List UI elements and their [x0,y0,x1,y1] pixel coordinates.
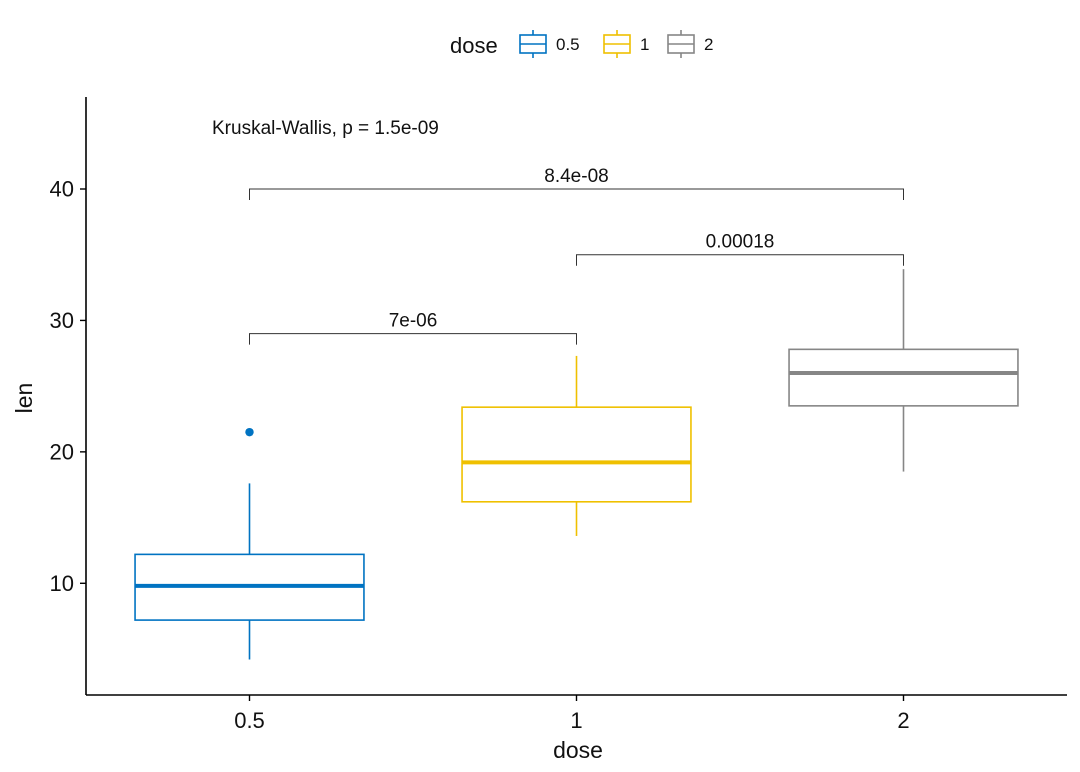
legend-label: 0.5 [556,35,580,54]
y-tick-label: 20 [50,439,74,464]
kruskal-wallis-annotation: Kruskal-Wallis, p = 1.5e-09 [212,118,439,139]
x-axis-title: dose [553,737,603,763]
y-tick-label: 10 [50,571,74,596]
legend-key-1: 1 [603,30,649,58]
bracket-line [249,188,904,200]
box-group-dose-1 [461,355,692,536]
legend-label: 2 [704,35,713,54]
x-tick-label: 0.5 [234,708,265,733]
comparison-p-value: 7e-06 [389,311,438,332]
comparison-bracket: 7e-06 [249,311,577,345]
y-axis-title: len [11,383,37,414]
bracket-line [576,254,904,266]
x-tick-label: 1 [570,708,582,733]
box-group-dose-0-5 [134,427,365,660]
y-tick-label: 30 [50,308,74,333]
comparison-bracket: 8.4e-08 [249,166,904,200]
comparison-p-value: 0.00018 [706,232,775,253]
box-iqr [788,348,1019,407]
comparison-p-value: 8.4e-08 [544,166,608,187]
outlier-point [245,427,254,437]
legend-key-0-5: 0.5 [519,30,580,58]
y-tick-label: 40 [50,177,74,202]
legend-label: 1 [640,35,649,54]
legend-key-2: 2 [667,30,713,58]
box-group-dose-2 [788,269,1019,472]
x-tick-label: 2 [897,708,909,733]
legend-title: dose [450,33,498,58]
legend: dose 0.5 1 2 [450,30,713,58]
bracket-line [249,333,577,345]
comparison-bracket: 0.00018 [576,232,904,266]
box-iqr [461,406,692,503]
